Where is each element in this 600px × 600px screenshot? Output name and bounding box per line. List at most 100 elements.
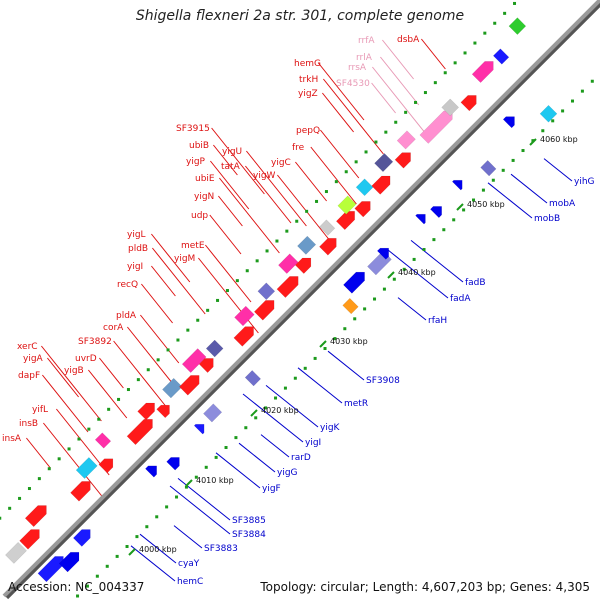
reverse-gene-label: rarD [291,453,311,463]
lane-dot [254,416,258,420]
leader-line [318,62,365,121]
lane-dot [324,190,328,194]
lane-dot [363,307,367,311]
lane-dot [166,348,170,352]
gene-feature [233,326,254,347]
tick-label: 4050 kbp [467,200,505,209]
lane-dot [374,140,378,144]
tick-mark [319,340,327,348]
leader-line [211,127,265,195]
forward-gene-label: uvrD [75,354,97,364]
reverse-gene-label: SF3884 [232,530,266,540]
lane-dot [125,545,129,549]
backbone-shadow [3,0,600,600]
lane-dot [463,51,467,55]
forward-gene-label: yigP [186,157,206,167]
tick-label: 4060 kbp [540,135,578,144]
lane-dot [265,249,269,253]
lane-dot [483,31,487,35]
lane-dot [433,81,437,85]
reverse-gene-label: SF3883 [204,544,238,554]
forward-gene-label: yifL [32,405,48,415]
leader-line [47,357,79,398]
gene-feature [257,282,276,301]
lane-dot [105,564,109,568]
leader-line [42,374,89,433]
forward-gene-label: dsbA [397,35,420,45]
gene-feature [419,110,453,144]
forward-gene-label: hemG [294,59,321,69]
leader-line [320,129,360,179]
tick-label: 4020 kbp [261,406,299,415]
lane-dot [27,487,31,491]
lane-dot [47,467,51,471]
lane-dot [373,297,377,301]
reverse-gene-label: rfaH [428,316,447,326]
lane-dot [255,259,259,263]
reverse-gene-label: hemC [177,577,203,587]
lane-dot [353,317,357,321]
leader-line [169,485,231,535]
forward-gene-label: yigL [127,230,146,240]
leader-line [322,92,354,133]
gene-feature [72,529,91,547]
lane-dot [422,248,426,252]
tick-label: 4000 kbp [139,545,177,554]
leader-line [43,422,104,499]
forward-gene-label: SF3892 [78,337,112,347]
gene-feature [480,160,497,177]
lane-dot [184,485,188,489]
gene-feature [394,152,411,169]
lane-dot [443,71,447,75]
lane-dot [491,178,495,182]
forward-gene-label: yigB [64,366,84,376]
leader-line [173,525,203,549]
gene-feature [502,116,515,129]
reverse-gene-label: SF3908 [366,376,400,386]
forward-gene-label: rrfA [358,36,375,46]
lane-dot [85,584,89,588]
gene-feature [156,404,170,419]
gene-feature [253,300,275,321]
lane-dot [275,239,279,243]
forward-gene-label: recQ [117,280,138,290]
lane-dot [0,516,2,520]
lane-dot [501,168,505,172]
lane-dot [344,170,348,174]
forward-gene-label: yigM [174,254,195,264]
leader-line [380,56,420,106]
leader-line [372,66,426,134]
gene-feature [539,104,558,123]
lane-dot [234,436,238,440]
leader-line [327,350,365,381]
tick-label: 4040 kbp [398,268,436,277]
gene-feature [430,206,442,219]
lane-dot [235,279,239,283]
lane-dot [76,594,80,598]
gene-feature [234,305,255,327]
lane-dot [186,328,190,332]
leader-line [209,214,242,255]
leader-line [245,165,292,224]
gene-feature [376,247,389,260]
lane-dot [305,209,309,213]
gene-feature [342,297,359,315]
gene-feature [441,98,460,117]
gene-labels: dsbA rrfA rrlA hemG rrsA trkH SF4530 yigZ pepQ fr… [2,35,595,587]
gene-feature [294,257,312,274]
leader-line [198,257,259,334]
lane-dot [452,218,456,222]
leader-line [215,452,261,489]
gene-feature [5,541,27,564]
tick-label: 4030 kbp [330,337,368,346]
gene-feature [396,130,416,150]
forward-gene-label: xerC [17,342,38,352]
gene-feature [297,235,317,255]
forward-gene-label: insB [19,419,38,429]
lane-dot [176,338,180,342]
gene-feature [354,201,371,218]
forward-gene-label: tatA [221,162,241,172]
forward-gene-label: pldA [116,311,137,321]
lane-dot [293,376,297,380]
